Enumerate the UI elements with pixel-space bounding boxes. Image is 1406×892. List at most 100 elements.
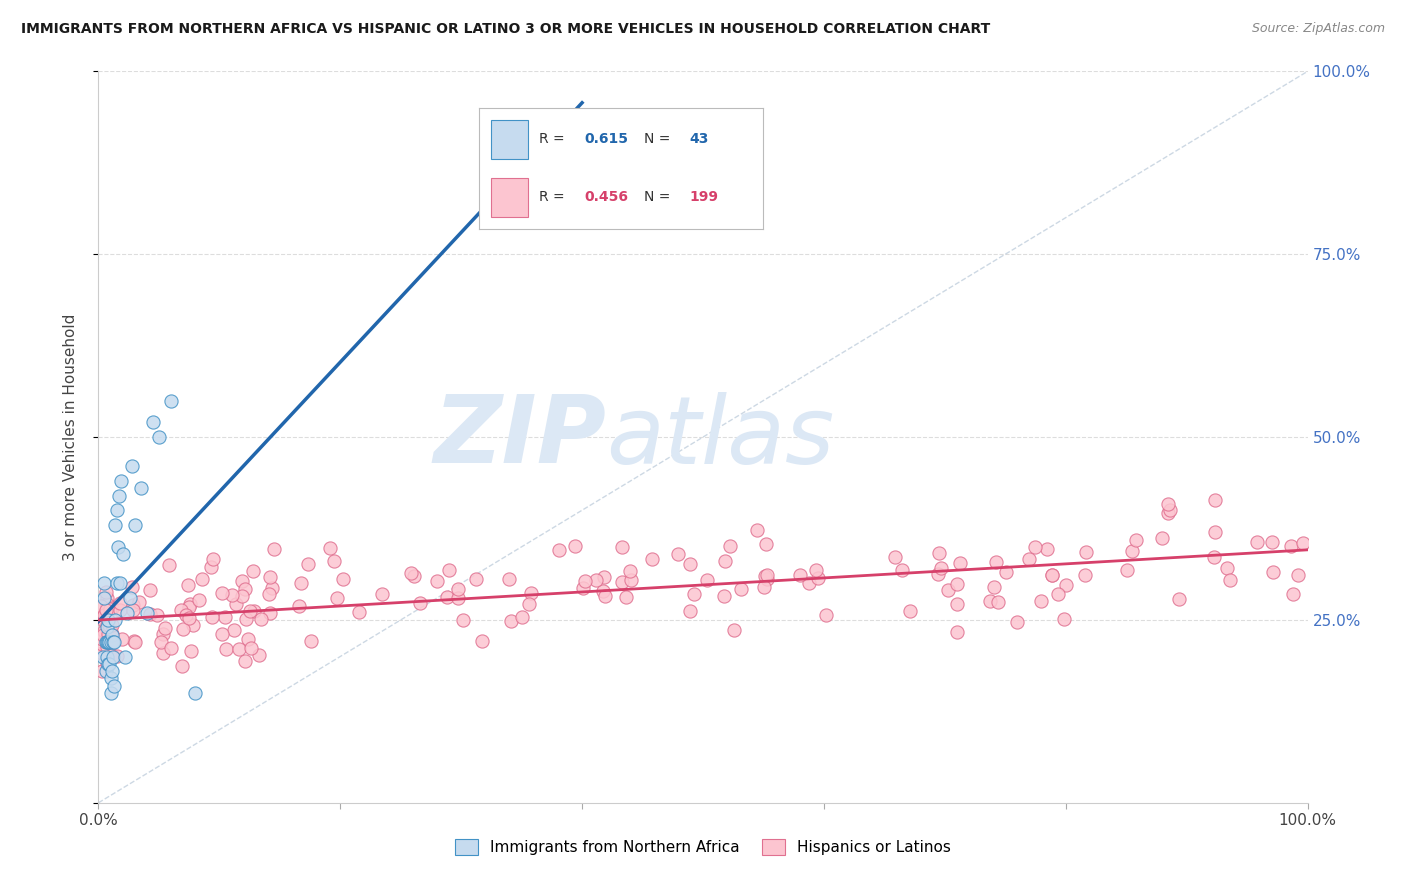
Point — [510, 610, 533, 624]
Point — [222, 623, 245, 637]
Point — [259, 606, 281, 620]
Point — [745, 523, 768, 537]
Point — [754, 569, 776, 583]
Point — [96, 656, 118, 670]
Point — [593, 570, 616, 584]
Point — [259, 586, 281, 600]
Point — [297, 557, 319, 571]
Point — [592, 584, 614, 599]
Point — [1005, 615, 1028, 629]
Point — [100, 686, 122, 700]
Point — [401, 566, 423, 580]
Point — [155, 621, 177, 635]
Point — [619, 565, 641, 579]
Point — [243, 603, 266, 617]
Point — [225, 598, 247, 612]
Point — [91, 664, 114, 678]
Point — [148, 430, 170, 444]
Point — [101, 601, 124, 615]
Point — [97, 627, 120, 641]
Point — [547, 152, 569, 166]
Point — [191, 572, 214, 586]
Point — [927, 566, 949, 581]
Point — [90, 599, 112, 613]
Point — [520, 586, 543, 600]
Point — [814, 607, 837, 622]
Point — [1219, 573, 1241, 587]
Point — [987, 594, 1010, 608]
Point — [517, 597, 540, 611]
Point — [90, 632, 112, 646]
Text: IMMIGRANTS FROM NORTHERN AFRICA VS HISPANIC OR LATINO 3 OR MORE VEHICLES IN HOUS: IMMIGRANTS FROM NORTHERN AFRICA VS HISPA… — [21, 22, 990, 37]
Legend: Immigrants from Northern Africa, Hispanics or Latinos: Immigrants from Northern Africa, Hispani… — [449, 833, 957, 861]
Point — [679, 604, 702, 618]
Point — [983, 580, 1005, 594]
Point — [929, 560, 952, 574]
Point — [160, 393, 183, 408]
Point — [108, 596, 131, 610]
Point — [979, 594, 1001, 608]
Point — [176, 608, 198, 623]
Point — [945, 597, 967, 611]
Point — [288, 599, 311, 613]
Point — [1282, 587, 1305, 601]
Point — [177, 611, 200, 625]
Point — [122, 602, 145, 616]
Point — [949, 556, 972, 570]
Point — [451, 613, 474, 627]
Point — [187, 593, 209, 607]
Point — [215, 641, 238, 656]
Point — [124, 517, 146, 532]
Point — [465, 572, 488, 586]
Point — [211, 627, 233, 641]
Point — [93, 591, 115, 605]
Point — [755, 537, 778, 551]
Point — [1216, 561, 1239, 575]
Point — [93, 608, 115, 623]
Point — [900, 605, 922, 619]
Point — [239, 641, 262, 656]
Point — [471, 634, 494, 648]
Point — [1047, 587, 1070, 601]
Point — [91, 649, 114, 664]
Text: ZIP: ZIP — [433, 391, 606, 483]
Point — [756, 568, 779, 582]
Point — [890, 564, 912, 578]
Point — [138, 583, 160, 598]
Point — [1263, 565, 1285, 579]
Point — [231, 574, 253, 589]
Point — [98, 635, 121, 649]
Point — [1035, 541, 1057, 556]
Point — [157, 558, 180, 572]
Point — [1159, 503, 1181, 517]
Point — [93, 576, 115, 591]
Point — [152, 646, 174, 660]
Y-axis label: 3 or more Vehicles in Household: 3 or more Vehicles in Household — [63, 313, 77, 561]
Point — [730, 582, 752, 596]
Point — [179, 597, 201, 611]
Point — [322, 554, 344, 568]
Point — [696, 573, 718, 587]
Point — [1040, 568, 1063, 582]
Point — [548, 543, 571, 558]
Point — [122, 633, 145, 648]
Point — [96, 649, 118, 664]
Point — [93, 628, 115, 642]
Point — [117, 606, 139, 620]
Point — [97, 657, 120, 671]
Point — [101, 635, 124, 649]
Point — [807, 571, 830, 585]
Point — [1121, 543, 1143, 558]
Point — [150, 635, 173, 649]
Point — [139, 607, 162, 622]
Point — [94, 632, 117, 646]
Point — [242, 565, 264, 579]
Point — [884, 550, 907, 565]
Point — [170, 659, 193, 673]
Point — [936, 583, 959, 598]
Point — [93, 624, 115, 638]
Point — [228, 642, 250, 657]
Point — [94, 664, 117, 678]
Point — [994, 565, 1017, 579]
Point — [111, 632, 134, 646]
